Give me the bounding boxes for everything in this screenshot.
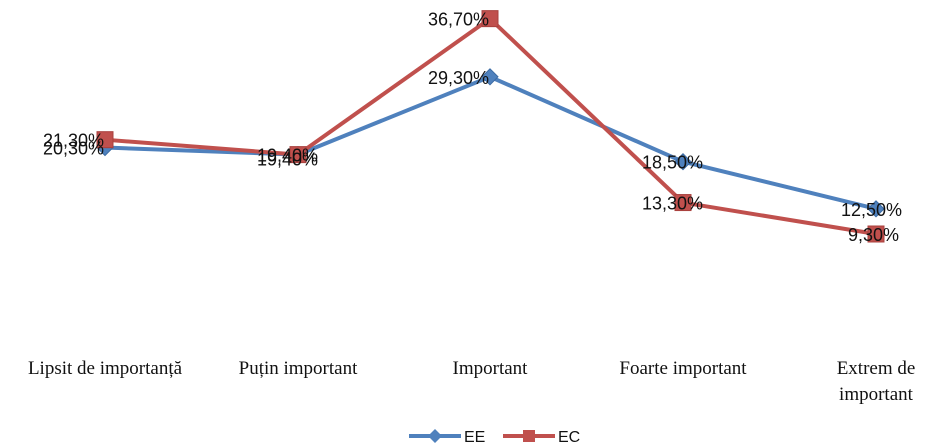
category-label: Puțin important	[239, 358, 358, 379]
data-label-layer: 20,30% 19,40% 29,30% 18,50% 12,50% 21,30% 19,4…	[43, 10, 902, 245]
data-point-ec	[96, 131, 114, 149]
data-point-ec	[481, 10, 499, 28]
data-label-ee: 20,30%	[43, 139, 104, 159]
data-point-ec	[674, 194, 692, 212]
legend-marker-ec	[523, 430, 535, 442]
data-point-ec	[867, 225, 885, 243]
data-label-ec: 9,30%	[848, 225, 899, 245]
category-label: Extrem de important	[837, 358, 916, 405]
data-label-ee: 12,50%	[841, 200, 902, 220]
data-point-ee	[674, 152, 692, 171]
data-label-ee: 18,50%	[642, 153, 703, 173]
data-point-ee	[867, 200, 885, 218]
category-label: Foarte important	[619, 358, 747, 379]
category-axis-labels: Lipsit de importanță Puțin important Impor…	[28, 358, 915, 405]
series-ec	[96, 10, 885, 243]
data-label-ec: 36,70%	[428, 10, 489, 30]
data-point-ee	[481, 68, 499, 86]
category-label: Lipsit de importanță	[28, 358, 183, 379]
legend-item-ec: EC	[503, 429, 580, 446]
category-label: Important	[453, 358, 529, 379]
legend-label-ee: EE	[464, 429, 485, 446]
data-label-ee: 19,40%	[257, 146, 318, 166]
data-point-ec	[289, 146, 307, 164]
legend-item-ee: EE	[409, 429, 485, 446]
series-ee	[96, 68, 885, 218]
legend-label-ec: EC	[558, 429, 580, 446]
series-line-ec	[104, 16, 877, 236]
data-label-ee: 29,30%	[428, 68, 489, 88]
data-label-ec: 21,30%	[43, 131, 104, 151]
legend: EE EC	[409, 429, 580, 446]
series-line-ee	[104, 74, 877, 211]
data-label-ec: 19,40%	[257, 150, 318, 170]
series-layer	[96, 10, 885, 243]
legend-marker-ee	[428, 429, 442, 443]
data-label-ec: 13,30%	[642, 194, 703, 214]
